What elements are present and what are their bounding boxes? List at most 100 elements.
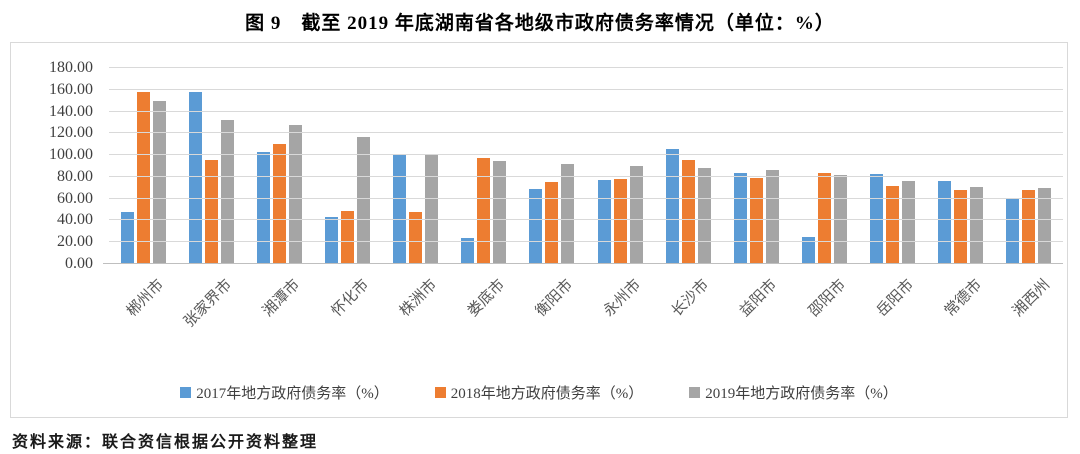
- y-tick-label: 160.00: [49, 80, 93, 98]
- x-category-label: 湘西州: [1009, 276, 1054, 320]
- y-tick-label: 40.00: [57, 211, 93, 229]
- x-category-label: 郴州市: [124, 276, 168, 320]
- legend-swatch-icon: [689, 387, 701, 398]
- x-category-label: 张家界市: [181, 276, 236, 331]
- bar: [409, 211, 423, 263]
- x-category-label: 衡阳市: [532, 276, 577, 320]
- bar: [393, 154, 407, 263]
- bar: [613, 179, 627, 263]
- bar: [220, 120, 234, 263]
- bar-group: [586, 67, 654, 263]
- x-category-label: 怀化市: [328, 276, 372, 320]
- bar-group: [313, 67, 381, 263]
- legend-swatch-icon: [180, 387, 192, 398]
- bar: [817, 172, 831, 263]
- bar: [970, 186, 984, 263]
- x-category-label: 常德市: [941, 276, 985, 320]
- legend-item: 2018年地方政府债务率（%）: [434, 382, 644, 403]
- gridline: [109, 88, 1063, 90]
- gridline: [109, 241, 1063, 243]
- bar: [801, 236, 815, 263]
- bar: [765, 170, 779, 263]
- bar: [749, 178, 763, 263]
- bar: [288, 124, 302, 263]
- legend-label: 2018年地方政府债务率（%）: [450, 386, 644, 402]
- gridline: [109, 197, 1063, 199]
- y-tick-label: 100.00: [49, 146, 93, 164]
- y-tick-label: 60.00: [57, 189, 93, 207]
- x-category-label: 湘潭市: [260, 276, 304, 320]
- y-tick-label: 120.00: [49, 124, 93, 142]
- bar: [136, 92, 150, 263]
- bar-group: [382, 67, 450, 263]
- y-tick-label: 0.00: [65, 255, 93, 272]
- bar: [938, 181, 952, 263]
- bar: [272, 144, 286, 263]
- bar: [152, 100, 166, 263]
- legend-item: 2017年地方政府债务率（%）: [180, 382, 389, 403]
- bar: [120, 211, 134, 263]
- bar: [356, 136, 370, 263]
- bar: [902, 181, 916, 263]
- bar: [597, 180, 611, 263]
- bar: [324, 217, 338, 263]
- gridline: [109, 132, 1063, 134]
- bar: [1022, 190, 1036, 263]
- chart-plot-frame: 0.00 20.00 40.00 60.00 80.00 100.00 120.00 140.…: [10, 42, 1068, 418]
- chart-title: 图 9 截至 2019 年底湖南省各地级市政府债务率情况（单位：%）: [245, 13, 835, 34]
- bar-group: [927, 67, 995, 263]
- bar-group: [450, 67, 518, 263]
- legend-label: 2017年地方政府债务率（%）: [196, 386, 389, 402]
- bar-group: [245, 67, 313, 263]
- bar: [697, 168, 711, 263]
- bar-group: [654, 67, 722, 263]
- gridline: [109, 154, 1063, 156]
- bar: [833, 174, 847, 263]
- bar-group: [722, 67, 790, 263]
- x-category-label: 株洲市: [396, 276, 440, 320]
- chart-legend: 2017年地方政府债务率（%） 2018年地方政府债务率（%） 2019年地方政府债…: [11, 382, 1067, 403]
- x-axis: 郴州市 张家界市 湘潭市 怀化市 株洲市 娄底市 衡阳市 永州市 长沙市 益阳市 邵阳市 岳阳市 常德市…: [109, 266, 1063, 362]
- y-tick-label: 80.00: [57, 167, 93, 185]
- x-category-label: 长沙市: [669, 276, 713, 320]
- x-category-label: 邵阳市: [805, 276, 849, 320]
- y-axis: 0.00 20.00 40.00 60.00 80.00 100.00 120.00 140.…: [11, 59, 97, 272]
- bar: [1006, 197, 1020, 263]
- x-category-label: 娄底市: [464, 276, 508, 320]
- plot-area: [103, 67, 1063, 264]
- gridline: [109, 67, 1063, 68]
- bar: [477, 158, 491, 263]
- legend-item: 2019年地方政府债务率（%）: [689, 382, 898, 403]
- bar: [665, 148, 679, 263]
- bar-group: [995, 67, 1063, 263]
- bar: [204, 159, 218, 263]
- y-tick-label: 140.00: [49, 102, 93, 120]
- gridline: [109, 175, 1063, 177]
- source-note: 资料来源：联合资信根据公开资料整理: [12, 434, 319, 451]
- bar: [733, 172, 747, 263]
- legend-label: 2019年地方政府债务率（%）: [705, 386, 898, 402]
- bar: [188, 92, 202, 263]
- bar: [681, 159, 695, 263]
- legend-swatch-icon: [434, 387, 446, 398]
- bar-group: [518, 67, 586, 263]
- bar: [256, 151, 270, 263]
- bar: [629, 166, 643, 263]
- bar: [954, 190, 968, 263]
- bar: [886, 185, 900, 263]
- gridline: [109, 110, 1063, 112]
- bar: [561, 163, 575, 263]
- bar: [340, 210, 354, 263]
- gridline: [109, 219, 1063, 221]
- bar: [493, 160, 507, 263]
- bar-group: [859, 67, 927, 263]
- bar: [545, 182, 559, 263]
- y-tick-label: 20.00: [57, 233, 93, 251]
- x-category-label: 岳阳市: [873, 276, 917, 320]
- bar-group: [177, 67, 245, 263]
- bar: [425, 154, 439, 263]
- x-category-label: 永州市: [601, 276, 645, 320]
- bar-group: [109, 67, 177, 263]
- bar: [870, 173, 884, 263]
